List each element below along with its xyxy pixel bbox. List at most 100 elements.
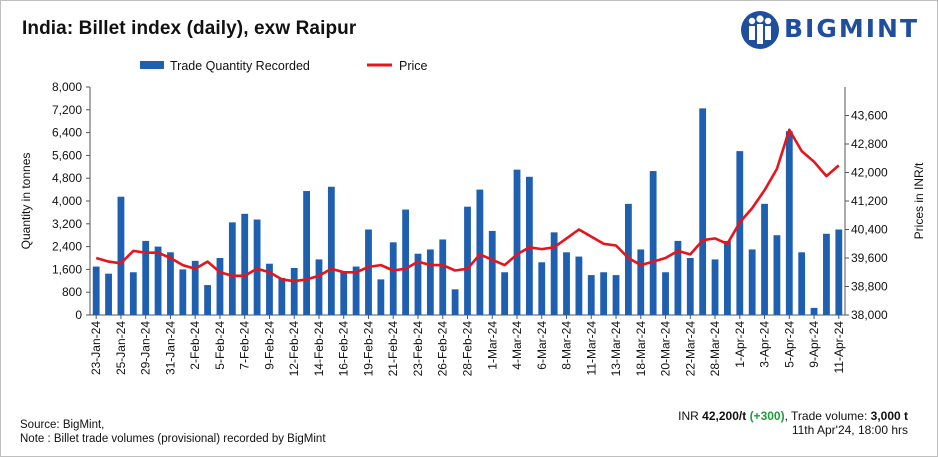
quantity-bar (340, 272, 348, 315)
quantity-bar (303, 191, 311, 315)
right-tick-label: 38,800 (851, 280, 888, 294)
quantity-bar (315, 259, 323, 315)
x-tick-label: 5-Feb-24 (213, 321, 227, 370)
x-tick-label: 2-Feb-24 (188, 321, 202, 370)
x-tick-label: 12-Feb-24 (287, 321, 301, 377)
right-tick-label: 43,600 (851, 109, 888, 123)
summary-line: INR 42,200/t (+300), Trade volume: 3,000… (678, 409, 908, 423)
quantity-bar (501, 272, 509, 315)
quantity-bar (823, 233, 830, 315)
quantity-bar (662, 272, 669, 315)
legend-line-label: Price (399, 59, 428, 73)
quantity-bar (117, 196, 125, 315)
quantity-bar (674, 240, 682, 315)
quantity-bar (476, 189, 484, 315)
quantity-bar (563, 252, 570, 315)
quantity-bar (327, 186, 335, 315)
quantity-bar (637, 249, 645, 315)
right-tick-label: 42,800 (851, 137, 888, 151)
quantity-bar (525, 176, 533, 315)
x-tick-label: 21-Feb-24 (386, 321, 400, 377)
source-text: Source: BigMint, (20, 419, 105, 431)
right-tick-label: 42,000 (851, 166, 888, 180)
x-tick-label: 9-Feb-24 (262, 321, 276, 370)
quantity-bar (278, 277, 286, 315)
y-axis-left-title: Quantity in tonnes (19, 153, 33, 250)
price-line (95, 128, 840, 283)
note-text: Note : Billet trade volumes (provisional… (20, 433, 326, 445)
quantity-bar (365, 229, 372, 315)
quantity-bar (761, 203, 768, 315)
x-tick-label: 1-Apr-24 (733, 321, 747, 368)
right-tick-label: 40,400 (851, 223, 888, 237)
quantity-bar (266, 263, 273, 315)
quantity-bar (600, 272, 608, 315)
source-note: Source: BigMint, Note : Billet trade vol… (20, 418, 326, 446)
left-tick-label: 4,800 (52, 171, 82, 185)
quantity-bar (835, 229, 843, 315)
x-tick-label: 9-Apr-24 (807, 321, 821, 368)
quantity-bar (439, 239, 447, 315)
bigmint-logo-icon (741, 11, 779, 49)
quantity-bar (451, 289, 459, 315)
price-summary: INR 42,200/t (+300), Trade volume: 3,000… (678, 409, 908, 437)
quantity-bar (587, 275, 595, 315)
quantity-bar (513, 169, 521, 315)
price-value: 42,200/t (702, 409, 747, 423)
brand-name: BIGMINT (784, 14, 920, 43)
x-tick-label: 11-Apr-24 (832, 321, 846, 374)
x-tick-label: 5-Apr-24 (782, 321, 796, 368)
x-tick-label: 11-Mar-24 (584, 321, 598, 376)
x-tick-label: 26-Feb-24 (436, 321, 450, 377)
quantity-bar (649, 171, 657, 315)
quantity-bar (191, 260, 199, 315)
legend-bar-swatch (140, 61, 164, 69)
quantity-bar (810, 307, 818, 315)
x-tick-label: 6-Mar-24 (535, 321, 549, 370)
quantity-bar (538, 262, 546, 315)
x-tick-label: 29-Jan-24 (139, 321, 153, 375)
quantity-bar (290, 267, 298, 315)
quantity-bar (142, 240, 150, 315)
quantity-bar (575, 256, 583, 315)
quantity-bar (773, 235, 781, 315)
quantity-bar (748, 249, 756, 315)
quantity-bar (414, 253, 422, 315)
x-tick-label: 22-Mar-24 (683, 321, 697, 377)
volume-value: 3,000 t (870, 409, 908, 423)
right-tick-label: 39,600 (851, 251, 888, 265)
quantity-bar (785, 131, 793, 315)
x-tick-label: 23-Feb-24 (411, 321, 425, 377)
x-tick-label: 4-Mar-24 (510, 321, 524, 370)
quantity-bar (699, 108, 707, 315)
quantity-bar (92, 266, 100, 315)
billet-index-chart: 0 800 1,600 2,400 3,200 4,000 4,800 5,600 6,400 7… (19, 59, 926, 377)
quantity-bar (686, 258, 694, 315)
left-tick-label: 7,200 (52, 103, 82, 117)
timestamp: 11th Apr'24, 18:00 hrs (791, 423, 908, 437)
chart-title: India: Billet index (daily), exw Raipur (22, 18, 357, 39)
left-tick-label: 4,000 (52, 194, 82, 208)
quantity-bar (167, 252, 174, 315)
quantity-bar (352, 266, 360, 315)
x-tick-label: 3-Apr-24 (758, 321, 772, 368)
x-tick-label: 13-Mar-24 (609, 321, 623, 377)
x-tick-label: 23-Jan-24 (89, 321, 103, 375)
quantity-bar (241, 213, 249, 315)
quantity-bar (488, 230, 496, 315)
quantity-bar (402, 209, 410, 315)
x-tick-label: 25-Jan-24 (114, 321, 128, 375)
quantity-bar (724, 240, 731, 315)
x-tick-label: 8-Mar-24 (560, 321, 574, 370)
left-tick-label: 6,400 (52, 126, 82, 140)
y-axis-right-title: Prices in INR/t (912, 162, 926, 239)
x-tick-label: 18-Mar-24 (634, 321, 648, 377)
quantity-bar (612, 275, 620, 315)
left-tick-label: 5,600 (52, 148, 82, 162)
quantity-bar (550, 232, 558, 315)
quantity-bar (204, 285, 211, 315)
x-tick-label: 19-Feb-24 (361, 321, 375, 377)
volume-label: , Trade volume: (784, 409, 871, 423)
left-tick-label: 8,000 (52, 80, 82, 94)
quantity-bar (464, 206, 471, 315)
